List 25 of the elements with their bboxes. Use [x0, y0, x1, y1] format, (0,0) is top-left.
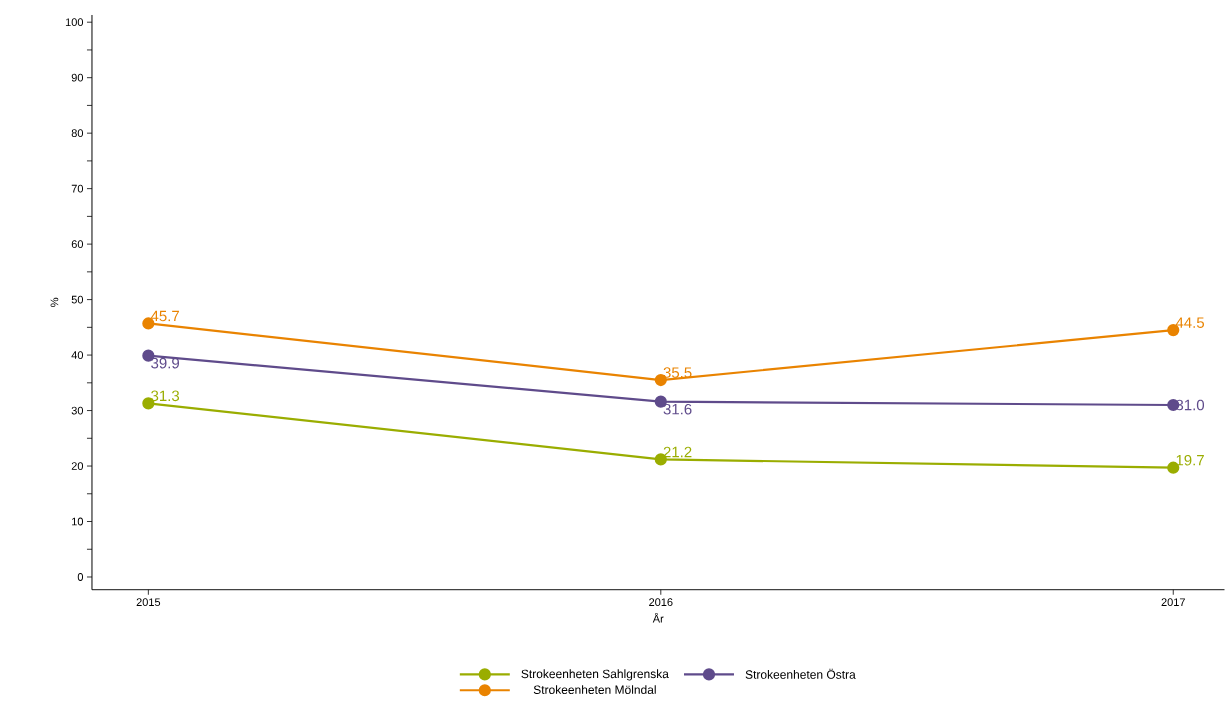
- data-label: 44.5: [1175, 317, 1205, 329]
- data-label: 21.2: [663, 446, 692, 458]
- x-tick-label: 2017: [1161, 598, 1185, 607]
- x-tick-label: 2015: [136, 598, 161, 607]
- legend-label: Strokeenheten Sahlgrenska: [521, 669, 669, 681]
- y-tick-label: 20: [71, 462, 84, 471]
- data-label: 45.7: [150, 310, 179, 322]
- y-tick-label: 40: [71, 351, 84, 360]
- data-label: 19.7: [1176, 455, 1204, 466]
- y-tick-label: 80: [71, 129, 84, 138]
- y-tick-label: 50: [71, 295, 84, 304]
- legend-label: Strokeenheten Östra: [745, 668, 856, 679]
- y-tick-label: 0: [77, 573, 84, 582]
- y-tick-label: 70: [71, 184, 84, 193]
- y-tick-label: 30: [71, 406, 84, 415]
- y-tick-label: 60: [71, 240, 84, 249]
- x-axis-title: År: [652, 613, 664, 623]
- y-tick-label: 90: [71, 73, 84, 82]
- x-tick-label: 2016: [649, 598, 673, 607]
- y-tick-label: 10: [72, 517, 84, 526]
- legend-label: Strokeenheten Mölndal: [533, 685, 656, 695]
- data-label: 31.3: [151, 390, 180, 402]
- y-tick-label: 100: [65, 18, 84, 27]
- y-axis-title: %: [50, 298, 59, 308]
- data-label: 31.6: [663, 404, 692, 415]
